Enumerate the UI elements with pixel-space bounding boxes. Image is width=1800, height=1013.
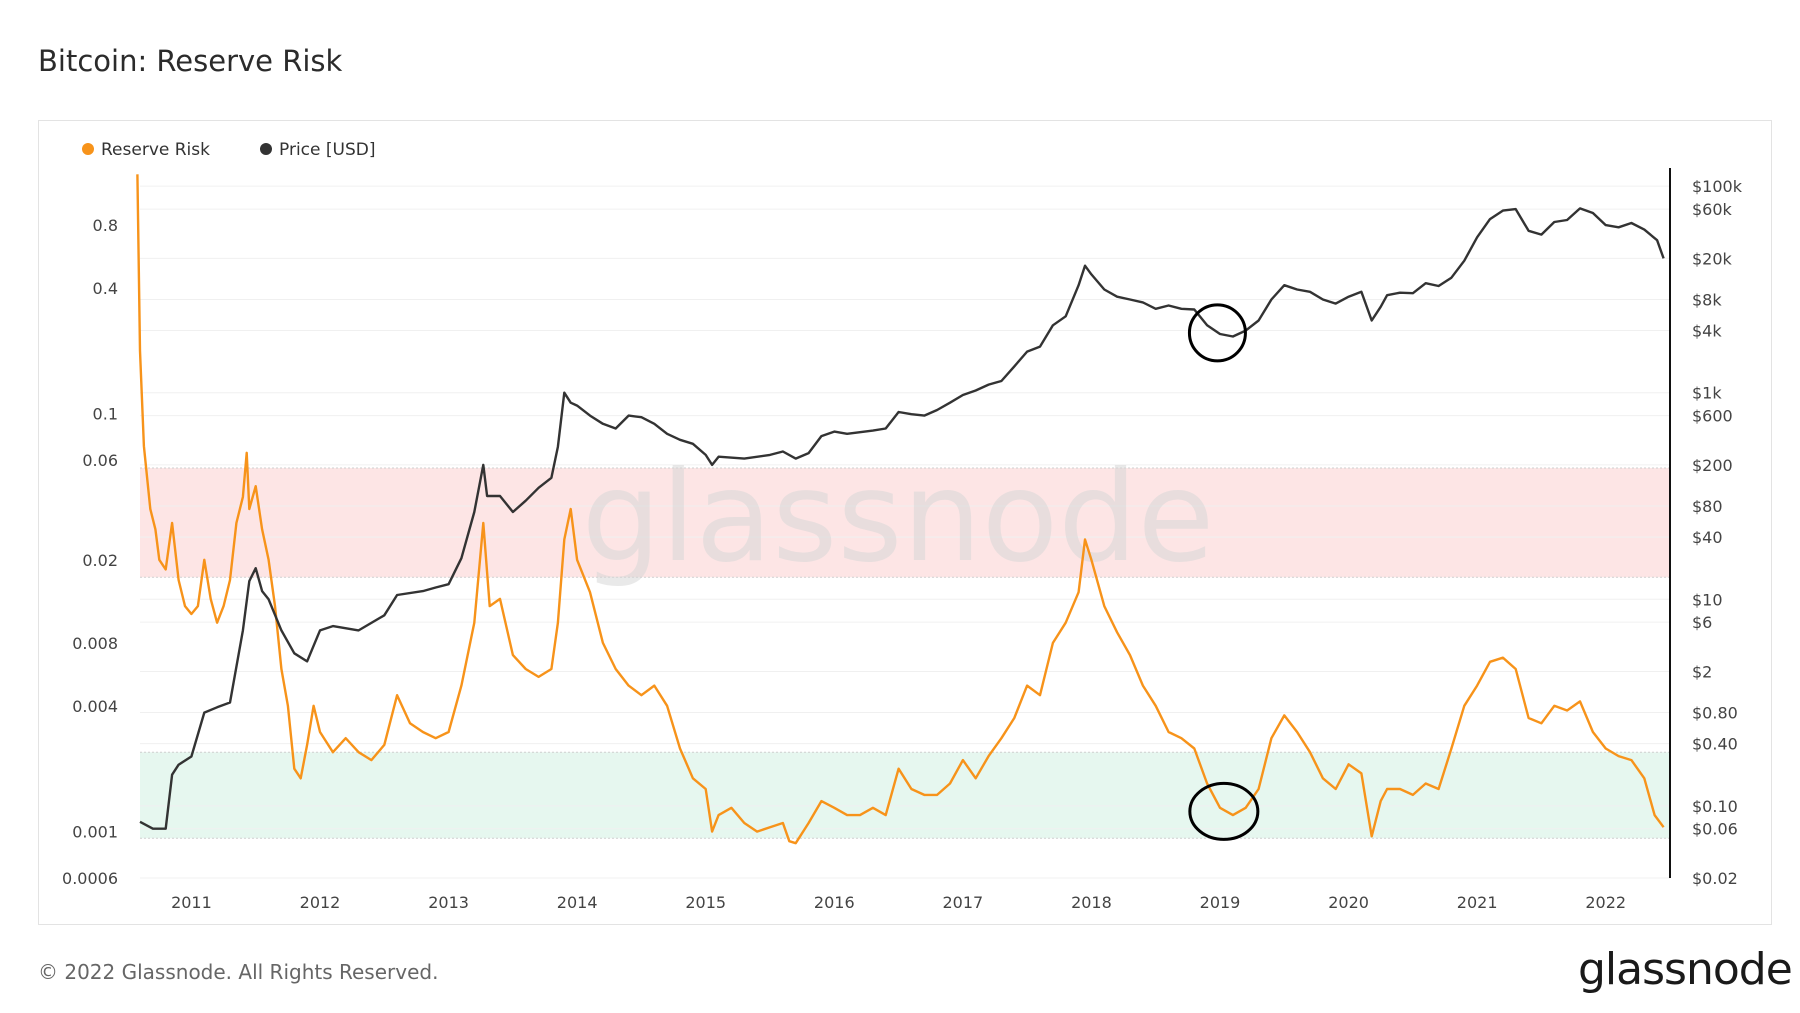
y-right-tick-label: $60k (1692, 200, 1733, 219)
x-tick-label: 2015 (685, 893, 726, 912)
series-line-price-usd (139, 207, 1665, 830)
y-left-tick-label: 0.0006 (62, 869, 118, 888)
y-right-tick-label: $0.10 (1692, 797, 1738, 816)
legend-label: Price [USD] (279, 140, 375, 160)
axes: 0.8 0.4 0.1 0.06 0.02 0.008 0.004 0.001 0.0006 $1… (62, 168, 1743, 912)
brand-logo: glassnode (1578, 944, 1793, 995)
x-tick-label: 2018 (1071, 893, 1112, 912)
annotation-circle (1188, 781, 1260, 841)
annotations (1187, 303, 1260, 841)
annotation-circle (1187, 303, 1247, 363)
y-right-tick-label: $100k (1692, 177, 1743, 196)
y-right-tick-label: $6 (1692, 613, 1712, 632)
x-tick-label: 2019 (1200, 893, 1241, 912)
x-tick-label: 2014 (557, 893, 598, 912)
y-right-tick-label: $80 (1692, 497, 1723, 516)
y-right-tick-label: $20k (1692, 249, 1733, 268)
y-right-tick-label: $1k (1692, 384, 1722, 403)
y-left-tick-label: 0.4 (93, 279, 118, 298)
chart-frame (38, 120, 1772, 925)
series-line-reserve-risk (136, 174, 1665, 845)
y-left-tick-label: 0.8 (93, 216, 118, 235)
y-left-tick-label: 0.004 (72, 697, 118, 716)
legend-label: Reserve Risk (101, 140, 210, 160)
y-right-tick-label: $600 (1692, 407, 1733, 426)
legend-dot (82, 143, 94, 155)
series-lines (136, 174, 1665, 845)
y-right-tick-label: $10 (1692, 590, 1723, 609)
x-tick-label: 2017 (942, 893, 983, 912)
copyright-footer: © 2022 Glassnode. All Rights Reserved. (38, 960, 439, 984)
x-tick-label: 2022 (1585, 893, 1626, 912)
legend: Reserve Risk Price [USD] (82, 140, 375, 160)
x-tick-label: 2011 (171, 893, 212, 912)
y-right-tick-label: $0.40 (1692, 735, 1738, 754)
y-right-tick-label: $40 (1692, 528, 1723, 547)
y-right-tick-label: $8k (1692, 290, 1722, 309)
y-right-tick-label: $2 (1692, 662, 1712, 681)
x-tick-label: 2020 (1328, 893, 1369, 912)
y-right-tick-label: $0.80 (1692, 704, 1738, 723)
y-left-tick-label: 0.06 (82, 451, 118, 470)
y-left-tick-label: 0.001 (72, 823, 118, 842)
y-left-tick-label: 0.1 (93, 405, 118, 424)
y-left-tick-label: 0.02 (82, 551, 118, 570)
y-right-tick-label: $0.02 (1692, 869, 1738, 888)
x-tick-label: 2012 (300, 893, 341, 912)
risk-bands (140, 467, 1670, 839)
legend-dot (260, 143, 272, 155)
x-tick-label: 2021 (1457, 893, 1498, 912)
band-1 (140, 752, 1670, 839)
y-right-tick-label: $200 (1692, 456, 1733, 475)
x-tick-label: 2016 (814, 893, 855, 912)
y-right-tick-label: $4k (1692, 322, 1722, 341)
y-right-tick-label: $0.06 (1692, 820, 1738, 839)
x-tick-label: 2013 (428, 893, 469, 912)
page-title: Bitcoin: Reserve Risk (38, 44, 343, 78)
watermark: glassnode (582, 445, 1215, 590)
band-0 (140, 467, 1670, 578)
y-left-tick-label: 0.008 (72, 634, 118, 653)
